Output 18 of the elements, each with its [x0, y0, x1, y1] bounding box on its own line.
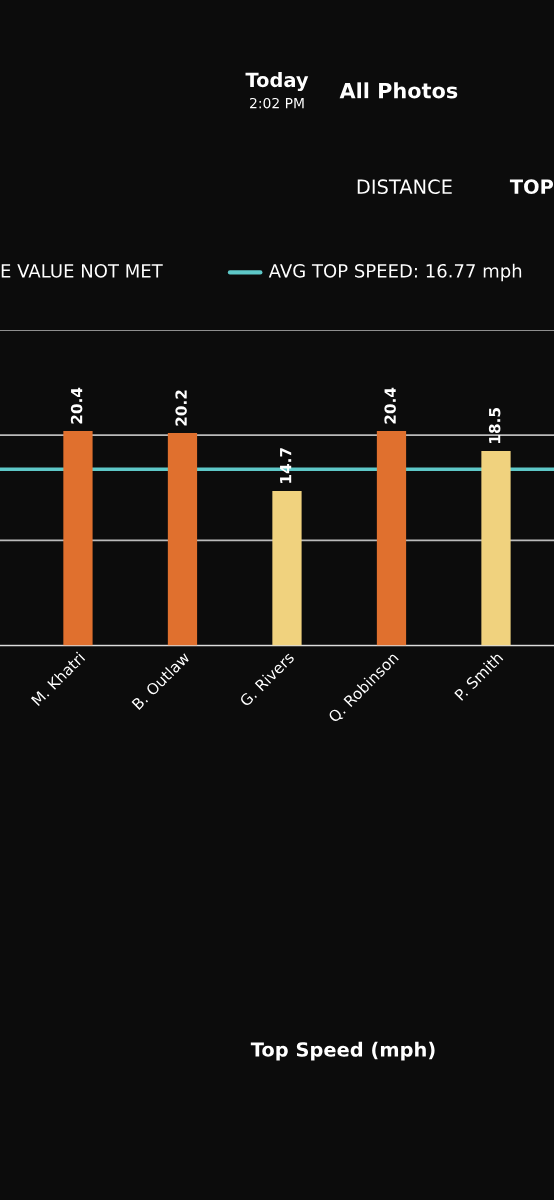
- bar: [376, 430, 407, 646]
- data-label: 14.7: [280, 448, 292, 483]
- data-label: 20.4: [70, 387, 83, 424]
- bar: [272, 490, 302, 646]
- legend-label: AVG TOP SPEED: 16.77 mph: [268, 263, 522, 282]
- data-label: 20.2: [175, 390, 187, 426]
- text: TOP: [509, 179, 554, 195]
- text: Top Speed (mph): [250, 1041, 435, 1061]
- text: Today: [245, 72, 309, 92]
- text: All Photos: [339, 82, 458, 99]
- data-label: 18.5: [488, 408, 501, 443]
- data-label: 20.4: [384, 387, 396, 424]
- text: 2:02 PM: [250, 97, 304, 109]
- text: E VALUE NOT MET: [1, 263, 163, 278]
- bar: [167, 433, 198, 646]
- text: DISTANCE: [357, 179, 452, 195]
- bar: [481, 450, 511, 646]
- bar: [63, 430, 93, 646]
